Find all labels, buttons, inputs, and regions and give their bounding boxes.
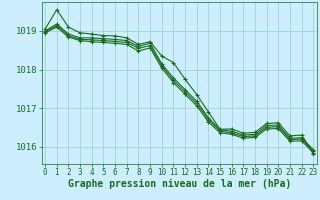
X-axis label: Graphe pression niveau de la mer (hPa): Graphe pression niveau de la mer (hPa) xyxy=(68,179,291,189)
